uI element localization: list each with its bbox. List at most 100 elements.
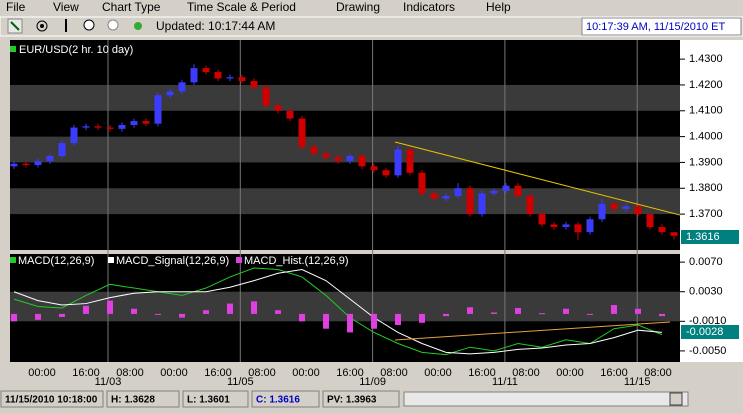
menu-item[interactable]: Indicators <box>403 0 455 14</box>
tool-point[interactable] <box>36 20 48 32</box>
time-label: 16:00 <box>336 367 364 379</box>
candle-body <box>214 72 222 79</box>
time-label: 00:00 <box>160 367 188 379</box>
menu-item[interactable]: Help <box>486 0 511 14</box>
candle-body <box>142 121 150 124</box>
status-light <box>134 22 142 30</box>
candle-body <box>550 224 558 228</box>
hist-bar <box>275 310 281 314</box>
candle-body <box>646 214 654 228</box>
macd-line <box>13 267 663 356</box>
candle-body <box>190 68 198 83</box>
candle-body <box>502 185 510 191</box>
hist-bar <box>107 300 113 314</box>
hist-bar <box>131 308 137 314</box>
zoom-out[interactable] <box>107 19 119 31</box>
menu-item[interactable]: Time Scale & Period <box>187 0 296 14</box>
candle-body <box>382 170 390 176</box>
hist-bar <box>587 313 593 315</box>
candle-body <box>634 206 642 215</box>
candle-body <box>46 155 54 162</box>
status-field: PV: 1.3963 <box>327 395 377 406</box>
scrollbar[interactable] <box>403 391 689 407</box>
scroll-thumb[interactable] <box>669 392 683 406</box>
hist-bar <box>419 313 425 323</box>
band <box>10 136 680 163</box>
candle-body <box>58 143 66 156</box>
candle-body <box>322 153 330 158</box>
date-label: 11/03 <box>95 376 122 388</box>
candle-body <box>670 232 678 236</box>
candle-body <box>358 155 366 167</box>
trendline[interactable] <box>394 141 681 216</box>
trendline[interactable] <box>394 321 671 341</box>
time-label: 16:00 <box>204 367 232 379</box>
menu-item[interactable]: View <box>53 0 79 14</box>
legend-swatch <box>108 257 114 263</box>
time-label: 00:00 <box>292 367 320 379</box>
candle-body <box>586 219 594 233</box>
hist-bar <box>611 305 617 314</box>
candle-body <box>478 193 486 215</box>
legend-swatch <box>236 257 242 263</box>
y-tick-label: 1.4100 <box>689 105 723 117</box>
zoom-in[interactable] <box>83 19 95 31</box>
candle-body <box>418 172 426 194</box>
time-label: 16:00 <box>468 367 496 379</box>
menu-item[interactable]: Drawing <box>336 0 380 14</box>
candle-body <box>514 185 522 197</box>
candle-body <box>34 161 42 166</box>
candle-body <box>106 127 114 129</box>
candle-body <box>178 82 186 92</box>
hist-bar <box>83 305 89 314</box>
date-label: 11/05 <box>227 376 254 388</box>
date-label: 11/15 <box>624 376 651 388</box>
menu-item[interactable]: Chart Type <box>102 0 161 14</box>
candle-body <box>658 227 666 233</box>
candle-body <box>562 224 570 228</box>
hist-bar <box>635 308 641 314</box>
hist-bar <box>35 313 41 320</box>
candle-body <box>466 188 474 215</box>
macd-line <box>13 269 663 355</box>
candle-body <box>574 224 582 233</box>
y-tick-label: 1.4000 <box>689 131 723 143</box>
hist-bar <box>59 313 65 317</box>
time-label: 08:00 <box>512 367 540 379</box>
hist-bar <box>227 303 233 314</box>
status-field: C: 1.3616 <box>256 395 300 406</box>
hist-bar <box>563 308 569 314</box>
legend-label: MACD(12,26,9) <box>18 255 94 267</box>
candle-body <box>94 126 102 128</box>
band <box>10 291 680 322</box>
status-box <box>322 390 400 408</box>
status-box <box>251 390 320 408</box>
hist-bar <box>539 313 545 315</box>
y-tick-label: 0.0030 <box>689 286 723 298</box>
status-box <box>182 390 249 408</box>
legend-swatch <box>10 257 16 263</box>
status-field: H: 1.3628 <box>111 395 155 406</box>
time-label: 00:00 <box>556 367 584 379</box>
y-tick-label: 1.4300 <box>689 53 723 65</box>
candle-body <box>154 95 162 124</box>
status-box <box>106 390 180 408</box>
last-price: 1.3616 <box>686 231 720 243</box>
candle-body <box>346 155 354 162</box>
y-tick-label: 1.4200 <box>689 79 723 91</box>
menu-item[interactable]: File <box>6 0 26 14</box>
candle-body <box>274 105 282 111</box>
time-label: 16:00 <box>72 367 100 379</box>
price-legend: EUR/USD(2 hr. 10 day) <box>19 44 133 56</box>
candle-body <box>454 188 462 197</box>
candle-body <box>70 127 78 144</box>
candle-body <box>202 68 210 73</box>
time-label: 16:00 <box>600 367 628 379</box>
hist-bar <box>155 313 161 315</box>
hist-bar <box>491 312 497 314</box>
candle-body <box>490 190 498 194</box>
y-tick-label: -0.0050 <box>689 345 726 357</box>
candle-body <box>166 91 174 96</box>
